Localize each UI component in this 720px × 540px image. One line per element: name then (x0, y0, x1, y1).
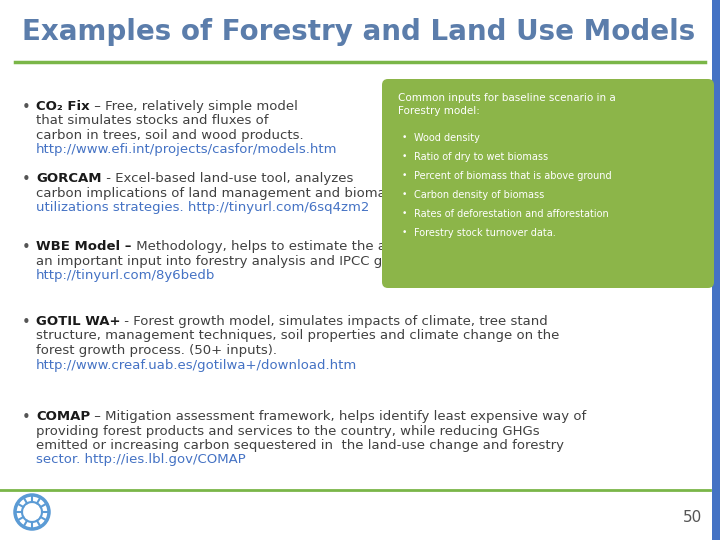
Text: •: • (402, 190, 408, 199)
Text: 50: 50 (683, 510, 702, 525)
Text: emitted or increasing carbon sequestered in  the land-use change and forestry: emitted or increasing carbon sequestered… (36, 439, 564, 452)
Text: Common inputs for baseline scenario in a
Forestry model:: Common inputs for baseline scenario in a… (398, 93, 616, 116)
Text: CO₂ Fix: CO₂ Fix (36, 100, 89, 113)
Text: http://tinyurl.com/8y6bedb: http://tinyurl.com/8y6bedb (36, 269, 215, 282)
Text: Forestry stock turnover data.: Forestry stock turnover data. (414, 228, 556, 238)
Text: utilizations strategies. http://tinyurl.com/6sq4zm2: utilizations strategies. http://tinyurl.… (36, 201, 369, 214)
Text: •: • (22, 240, 31, 255)
Text: •: • (22, 100, 31, 115)
Text: that simulates stocks and fluxes of: that simulates stocks and fluxes of (36, 114, 269, 127)
Text: http://www.efi.int/projects/casfor/models.htm: http://www.efi.int/projects/casfor/model… (36, 144, 338, 157)
Text: •: • (402, 171, 408, 180)
Text: •: • (402, 209, 408, 218)
Text: Ratio of dry to wet biomass: Ratio of dry to wet biomass (414, 152, 548, 162)
Text: carbon in trees, soil and wood products.: carbon in trees, soil and wood products. (36, 129, 304, 142)
Text: Rates of deforestation and afforestation: Rates of deforestation and afforestation (414, 209, 608, 219)
Text: Carbon density of biomass: Carbon density of biomass (414, 190, 544, 200)
Text: an important input into forestry analysis and IPCC guidelines.: an important input into forestry analysi… (36, 254, 446, 267)
Text: COMAP: COMAP (36, 410, 90, 423)
Text: GORCAM: GORCAM (36, 172, 102, 185)
Text: WBE Model –: WBE Model – (36, 240, 132, 253)
Text: •: • (402, 133, 408, 142)
Text: •: • (402, 152, 408, 161)
Text: •: • (22, 172, 31, 187)
Text: •: • (22, 410, 31, 425)
Text: sector. http://ies.lbl.gov/COMAP: sector. http://ies.lbl.gov/COMAP (36, 454, 246, 467)
Text: Percent of biomass that is above ground: Percent of biomass that is above ground (414, 171, 611, 181)
Text: - Forest growth model, simulates impacts of climate, tree stand: - Forest growth model, simulates impacts… (120, 315, 548, 328)
Bar (712, 0, 720, 540)
Text: •: • (22, 315, 31, 330)
Text: GOTIL WA+: GOTIL WA+ (36, 315, 120, 328)
Text: providing forest products and services to the country, while reducing GHGs: providing forest products and services t… (36, 424, 539, 437)
Text: – Mitigation assessment framework, helps identify least expensive way of: – Mitigation assessment framework, helps… (90, 410, 586, 423)
Text: •: • (402, 228, 408, 237)
Text: Examples of Forestry and Land Use Models: Examples of Forestry and Land Use Models (22, 18, 696, 46)
Text: - Excel-based land-use tool, analyzes: - Excel-based land-use tool, analyzes (102, 172, 353, 185)
Text: Wood density: Wood density (414, 133, 480, 143)
Text: carbon implications of land management and bioma…: carbon implications of land management a… (36, 186, 399, 199)
Text: structure, management techniques, soil properties and climate change on the: structure, management techniques, soil p… (36, 329, 559, 342)
Text: Methodology, helps to estimate the aboveground tree biomass,: Methodology, helps to estimate the above… (132, 240, 560, 253)
Text: forest growth process. (50+ inputs).: forest growth process. (50+ inputs). (36, 344, 277, 357)
FancyBboxPatch shape (382, 79, 714, 288)
Text: – Free, relatively simple model: – Free, relatively simple model (89, 100, 297, 113)
Text: http://www.creaf.uab.es/gotilwa+/download.htm: http://www.creaf.uab.es/gotilwa+/downloa… (36, 359, 357, 372)
